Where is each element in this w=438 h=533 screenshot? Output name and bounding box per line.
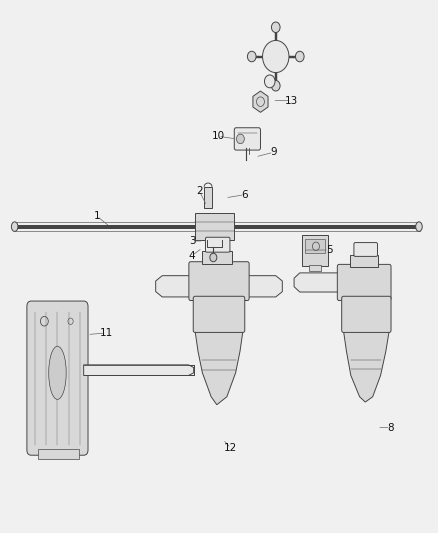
Text: 6: 6: [241, 190, 247, 200]
Text: 11: 11: [100, 328, 113, 338]
FancyBboxPatch shape: [234, 128, 261, 150]
Text: 3: 3: [190, 236, 196, 246]
Ellipse shape: [11, 222, 18, 231]
Text: 5: 5: [326, 245, 332, 255]
Bar: [309, 265, 321, 271]
Circle shape: [262, 41, 289, 72]
FancyBboxPatch shape: [342, 296, 391, 333]
Text: 8: 8: [387, 423, 394, 433]
Circle shape: [210, 253, 217, 262]
Polygon shape: [155, 276, 191, 297]
Polygon shape: [84, 365, 194, 375]
FancyBboxPatch shape: [193, 296, 245, 333]
Bar: [204, 187, 212, 208]
Text: 1: 1: [93, 211, 100, 221]
Polygon shape: [294, 273, 339, 292]
FancyBboxPatch shape: [189, 262, 249, 301]
Text: 9: 9: [270, 147, 277, 157]
Circle shape: [272, 22, 280, 33]
Bar: [302, 235, 328, 266]
Polygon shape: [253, 91, 268, 112]
Bar: [305, 239, 325, 253]
Circle shape: [247, 51, 256, 62]
Bar: [350, 255, 378, 266]
Polygon shape: [247, 276, 283, 297]
FancyBboxPatch shape: [27, 301, 88, 455]
Ellipse shape: [49, 346, 66, 399]
Circle shape: [237, 134, 244, 144]
FancyBboxPatch shape: [354, 243, 378, 256]
Circle shape: [296, 51, 304, 62]
Bar: [201, 251, 232, 264]
Text: 2: 2: [196, 186, 203, 196]
Text: 12: 12: [224, 443, 237, 453]
Polygon shape: [195, 330, 243, 405]
FancyBboxPatch shape: [205, 237, 230, 252]
Circle shape: [265, 75, 275, 88]
Text: 4: 4: [188, 251, 195, 261]
Ellipse shape: [416, 222, 422, 231]
Text: 10: 10: [212, 131, 225, 141]
Bar: [195, 213, 234, 240]
Text: 13: 13: [284, 95, 298, 106]
Bar: [38, 449, 79, 459]
FancyBboxPatch shape: [337, 264, 391, 301]
Circle shape: [272, 80, 280, 91]
Polygon shape: [343, 330, 389, 402]
